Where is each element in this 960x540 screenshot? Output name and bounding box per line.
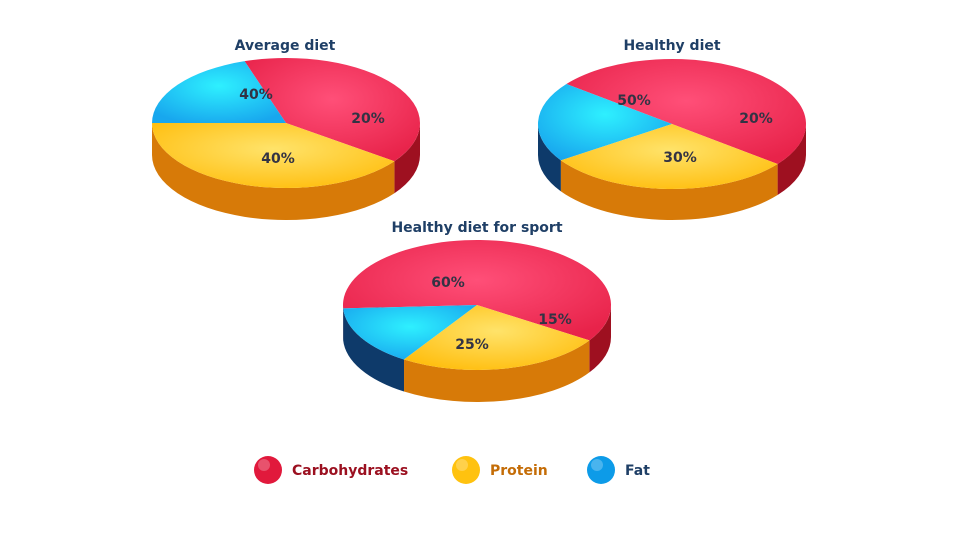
pie-slice-fat	[152, 61, 286, 123]
data-label-protein: 40%	[261, 151, 295, 167]
data-label-fat: 20%	[351, 111, 385, 127]
pie-chart-healthy-diet-for-sport: Healthy diet for sport 60% 15% 25%	[343, 220, 611, 402]
legend-item-fat: Fat	[587, 456, 650, 484]
chart-title: Healthy diet	[623, 38, 720, 54]
data-label-carbohydrates: 40%	[239, 87, 273, 103]
data-label-carbohydrates: 60%	[431, 275, 465, 291]
pie-side-protein	[152, 123, 395, 220]
pie-slice-fat	[537, 83, 672, 161]
pie-slice-carbohydrates	[566, 59, 806, 165]
pie-side-protein	[404, 340, 590, 402]
legend-item-protein: Protein	[452, 456, 548, 484]
pie-slice-carbohydrates	[343, 239, 611, 341]
legend-swatch-fat	[587, 456, 615, 484]
data-label-protein: 25%	[455, 337, 489, 353]
pie-slice-fat	[343, 305, 477, 360]
pie-side-carbohydrates	[777, 124, 806, 196]
chart-title: Average diet	[235, 38, 336, 54]
data-label-protein: 30%	[663, 150, 697, 166]
pie-slice-protein	[404, 305, 590, 370]
pie-chart-average-diet: Average diet 40% 20% 40%	[152, 38, 420, 220]
pie-side-carbohydrates	[394, 123, 420, 194]
pie-side-protein	[560, 160, 778, 220]
pie-side-fat	[343, 308, 405, 392]
legend: Carbohydrates Protein Fat	[254, 456, 650, 484]
legend-label: Protein	[490, 463, 548, 479]
pie-side-carbohydrates	[589, 305, 611, 373]
pie-slice-protein	[560, 124, 778, 189]
pie-side-fat	[538, 124, 561, 192]
data-label-fat: 15%	[538, 312, 572, 328]
pie-slice-carbohydrates	[244, 58, 420, 162]
data-label-carbohydrates: 50%	[617, 93, 651, 109]
legend-label: Carbohydrates	[292, 463, 408, 479]
legend-swatch-protein	[452, 456, 480, 484]
legend-swatch-carbohydrates	[254, 456, 282, 484]
pie-slice-protein	[152, 123, 395, 188]
chart-title: Healthy diet for sport	[391, 220, 562, 236]
legend-item-carbohydrates: Carbohydrates	[254, 456, 408, 484]
data-label-fat: 20%	[739, 111, 773, 127]
pie-chart-healthy-diet: Healthy diet 50% 20% 30%	[537, 38, 806, 220]
legend-label: Fat	[625, 463, 650, 479]
